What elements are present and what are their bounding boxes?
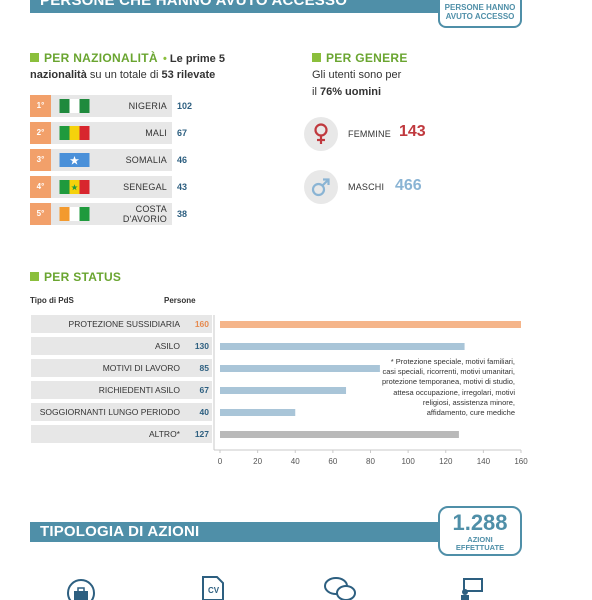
country-value: 38 bbox=[177, 209, 188, 219]
femmine-label: FEMMINE bbox=[348, 129, 391, 139]
square-bullet-icon bbox=[30, 53, 39, 62]
svg-text:CV: CV bbox=[208, 586, 220, 595]
status-bar bbox=[220, 409, 296, 416]
country-value: 46 bbox=[177, 155, 188, 165]
briefcase-icon bbox=[67, 579, 95, 600]
status-title: PER STATUS bbox=[30, 270, 121, 284]
nigeria-flag-icon bbox=[59, 99, 90, 113]
rank-badge: 1° bbox=[30, 95, 51, 117]
azioni-total: 1.288 bbox=[452, 510, 508, 535]
status-value-label: 130 bbox=[195, 341, 209, 351]
status-category-label: ASILO bbox=[155, 341, 180, 351]
status-bar bbox=[220, 321, 521, 328]
nazionalita-row: 3° SOMALIA 46 bbox=[30, 149, 195, 171]
x-tick-label: 20 bbox=[253, 457, 262, 466]
country-name: MALI bbox=[145, 128, 167, 138]
x-tick-label: 100 bbox=[401, 457, 415, 466]
rank-badge: 4° bbox=[30, 176, 51, 198]
x-tick-label: 0 bbox=[218, 457, 223, 466]
azioni-badge: 1.288 AZIONI EFFETTUATE bbox=[438, 506, 522, 556]
status-row-bg bbox=[31, 403, 212, 421]
nazionalita-desc: • Le prime 5 nazionalità su un totale di… bbox=[30, 53, 225, 81]
top-badge-line2: AVUTO ACCESSO bbox=[445, 12, 515, 21]
status-bar bbox=[220, 365, 380, 372]
col-header-persone: Persone bbox=[164, 296, 196, 305]
cv-document-icon: CV bbox=[202, 576, 224, 600]
x-tick-label: 120 bbox=[439, 457, 453, 466]
country-name: COSTA D'AVORIO bbox=[122, 204, 167, 224]
x-tick-label: 60 bbox=[328, 457, 337, 466]
mali-flag-icon bbox=[59, 126, 90, 140]
country-value: 102 bbox=[177, 101, 193, 111]
x-tick-label: 80 bbox=[366, 457, 375, 466]
azioni-banner: TIPOLOGIA DI AZIONI bbox=[30, 522, 450, 542]
status-category-label: RICHIEDENTI ASILO bbox=[99, 385, 181, 395]
x-tick-label: 140 bbox=[477, 457, 491, 466]
status-value-label: 40 bbox=[200, 407, 210, 417]
status-category-label: MOTIVI DI LAVORO bbox=[103, 363, 181, 373]
azioni-title: TIPOLOGIA DI AZIONI bbox=[40, 523, 200, 540]
col-header-tipo: Tipo di PdS bbox=[30, 296, 74, 305]
status-category-label: ALTRO* bbox=[149, 429, 181, 439]
top-section-title: PERSONE CHE HANNO AVUTO ACCESSO bbox=[40, 0, 348, 9]
somalia-flag-icon bbox=[59, 153, 90, 167]
status-bar bbox=[220, 431, 459, 438]
status-bar bbox=[220, 387, 347, 394]
nazionalita-title: PER NAZIONALITÀ bbox=[30, 51, 158, 65]
genere-desc: Gli utenti sono per il 76% uomini bbox=[312, 69, 402, 98]
rank-badge: 2° bbox=[30, 122, 51, 144]
country-name: NIGERIA bbox=[128, 101, 167, 111]
country-value: 43 bbox=[177, 182, 188, 192]
top-section-banner: PERSONE CHE HANNO AVUTO ACCESSO bbox=[30, 0, 522, 13]
status-category-label: SOGGIORNANTI LUNGO PERIODO bbox=[40, 407, 181, 417]
rank-badge: 3° bbox=[30, 149, 51, 171]
nazionalita-row: 5° COSTA D'AVORIO 38 bbox=[30, 203, 195, 225]
country-value: 67 bbox=[177, 128, 188, 138]
status-row-bg bbox=[31, 359, 212, 377]
speech-bubbles-icon bbox=[324, 577, 356, 600]
female-symbol-icon bbox=[304, 117, 338, 151]
femmine-value: 143 bbox=[399, 123, 426, 140]
country-name: SENEGAL bbox=[123, 182, 167, 192]
top-badge: PERSONE HANNO AVUTO ACCESSO bbox=[438, 0, 522, 28]
status-bar bbox=[220, 343, 465, 350]
nazionalita-row: 1° NIGERIA 102 bbox=[30, 95, 195, 117]
country-name: SOMALIA bbox=[125, 155, 167, 165]
status-row-bg bbox=[31, 315, 212, 333]
status-row-bg bbox=[31, 425, 212, 443]
square-bullet-icon bbox=[312, 53, 321, 62]
x-tick-label: 40 bbox=[291, 457, 300, 466]
maschi-value: 466 bbox=[395, 177, 422, 194]
nazionalita-row: 4° SENEGAL 43 bbox=[30, 176, 195, 198]
teacher-board-icon bbox=[461, 578, 483, 600]
status-value-label: 85 bbox=[200, 363, 210, 373]
male-symbol-icon bbox=[304, 170, 338, 204]
status-row-bg bbox=[31, 381, 212, 399]
rank-badge: 5° bbox=[30, 203, 51, 225]
status-value-label: 127 bbox=[195, 429, 209, 439]
altro-footnote: * Protezione speciale, motivi familiari,… bbox=[382, 357, 515, 418]
x-tick-label: 160 bbox=[514, 457, 528, 466]
status-value-label: 67 bbox=[200, 385, 210, 395]
genere-title: PER GENERE bbox=[312, 51, 408, 65]
status-value-label: 160 bbox=[195, 319, 209, 329]
costa-davorio-flag-icon bbox=[59, 207, 90, 221]
status-category-label: PROTEZIONE SUSSIDIARIA bbox=[69, 319, 181, 329]
maschi-label: MASCHI bbox=[348, 182, 385, 192]
nazionalita-row: 2° MALI 67 bbox=[30, 122, 195, 144]
senegal-flag-icon bbox=[59, 180, 90, 194]
status-row-bg bbox=[31, 337, 212, 355]
square-bullet-icon bbox=[30, 272, 39, 281]
top-badge-line1: PERSONE HANNO bbox=[444, 3, 516, 12]
